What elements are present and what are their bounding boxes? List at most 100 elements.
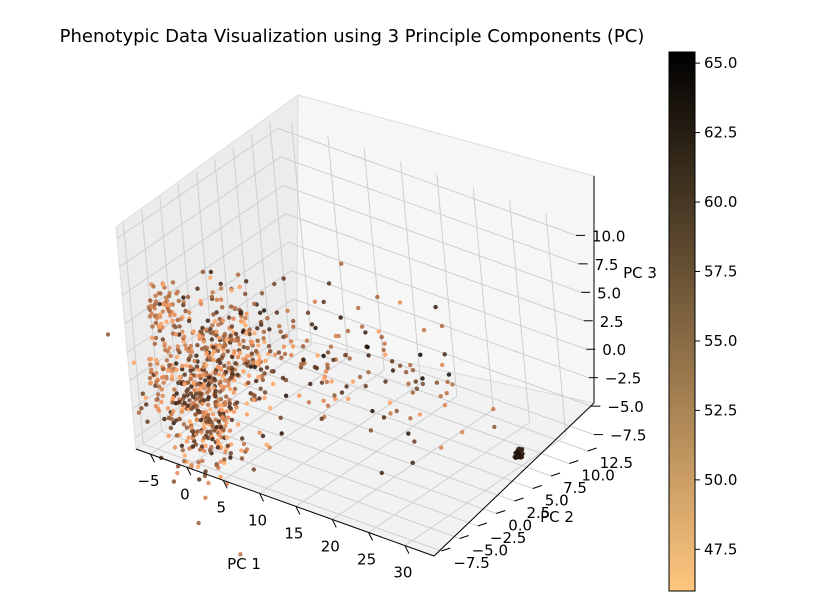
scatter-point — [279, 431, 284, 436]
scatter-point — [410, 460, 415, 465]
scatter-point — [256, 353, 262, 359]
x-tick-label: −5 — [137, 472, 159, 490]
z-gridline — [119, 156, 281, 268]
scatter-point — [218, 474, 223, 480]
scatter-point — [235, 354, 241, 360]
scatter-point — [210, 290, 215, 295]
scatter-point — [194, 404, 199, 409]
scatter-point — [168, 302, 173, 307]
x-tick-mark — [404, 545, 410, 554]
scatter-point — [160, 282, 166, 287]
x-tick-mark — [150, 453, 155, 463]
scatter-point — [199, 430, 204, 435]
scatter-point — [229, 375, 234, 380]
scatter-point — [191, 329, 196, 334]
scatter-point — [359, 324, 365, 329]
scatter-point — [170, 369, 175, 374]
scatter-point — [280, 375, 286, 381]
scatter-point — [264, 442, 269, 447]
scatter-point — [217, 389, 223, 394]
scatter-point — [214, 310, 219, 315]
y-tick-label: −2.5 — [490, 529, 526, 547]
scatter-point — [246, 380, 251, 386]
scatter-point — [156, 392, 161, 397]
scatter-point — [241, 441, 247, 447]
scatter-point — [187, 398, 192, 403]
scatter-point — [383, 379, 388, 384]
scatter-point — [241, 369, 246, 374]
scatter-point — [185, 294, 191, 300]
scatter-point — [403, 370, 409, 375]
scatter-point — [244, 354, 250, 359]
z-axis-label: PC 3 — [623, 264, 657, 282]
scatter-point — [258, 386, 263, 391]
colorbar-tick-label: 55.0 — [704, 332, 737, 350]
scatter-point — [269, 369, 274, 374]
scatter-point — [251, 360, 256, 365]
scatter-point — [150, 324, 155, 329]
x-axis-line — [135, 448, 435, 557]
scatter-point — [228, 455, 233, 460]
scatter-point — [211, 345, 216, 350]
scatter-point — [319, 380, 325, 385]
scatter-point — [209, 379, 214, 385]
scatter-point — [201, 413, 206, 418]
scatter-point — [259, 322, 264, 327]
z-tick-label: −2.5 — [605, 370, 641, 388]
scatter-point — [164, 319, 169, 324]
x-gridline — [363, 148, 385, 371]
scatter-point — [218, 281, 223, 286]
scatter-point — [182, 372, 187, 377]
scatter-point — [208, 275, 213, 280]
y-gridline — [234, 381, 533, 489]
scatter-point — [201, 371, 206, 377]
scatter-point — [189, 406, 194, 411]
scatter-point — [281, 334, 286, 340]
x-gridline — [509, 200, 531, 423]
scatter-point — [231, 316, 236, 321]
scatter-point — [229, 324, 235, 329]
scatter-point — [267, 327, 272, 332]
scatter-point — [190, 444, 196, 449]
scatter-point — [229, 417, 235, 423]
y-gridline — [143, 443, 442, 552]
scatter-point — [278, 415, 283, 420]
scatter-point — [241, 338, 246, 344]
scatter-point — [245, 363, 250, 368]
scatter-point — [261, 308, 267, 313]
scatter-point — [184, 363, 189, 368]
scatter-point — [181, 295, 186, 300]
scatter-point — [228, 333, 233, 338]
scatter-point — [163, 347, 168, 353]
scatter-point — [154, 380, 159, 385]
scatter-point — [213, 417, 218, 422]
scatter-point — [213, 394, 218, 399]
scatter-point — [153, 335, 159, 341]
scatter-point — [186, 435, 191, 440]
scatter-point — [255, 326, 260, 331]
scatter-point — [168, 425, 174, 431]
scatter-point — [218, 286, 224, 291]
scatter-point — [325, 362, 330, 367]
scatter-point — [375, 294, 380, 300]
scatter-point — [219, 384, 224, 389]
scatter-point — [154, 358, 159, 363]
scatter-point — [382, 341, 387, 346]
y-tick-label: 10.0 — [581, 467, 614, 485]
scatter-point — [189, 462, 194, 468]
scatter-point — [230, 371, 235, 376]
x-gridline — [291, 122, 313, 345]
z-gridline — [288, 241, 587, 350]
scatter-point — [298, 365, 304, 370]
scatter-point — [350, 379, 356, 384]
scatter-point — [203, 469, 208, 474]
scatter-point — [225, 415, 231, 420]
scatter-point — [175, 464, 181, 469]
scatter-point — [213, 371, 218, 376]
scatter-point — [224, 338, 229, 343]
scatter-point — [186, 318, 192, 324]
scatter-point — [439, 445, 444, 450]
z-tick-label: 7.5 — [595, 256, 619, 274]
y-tick-mark — [514, 497, 524, 502]
y-tick-label: 12.5 — [600, 454, 633, 472]
